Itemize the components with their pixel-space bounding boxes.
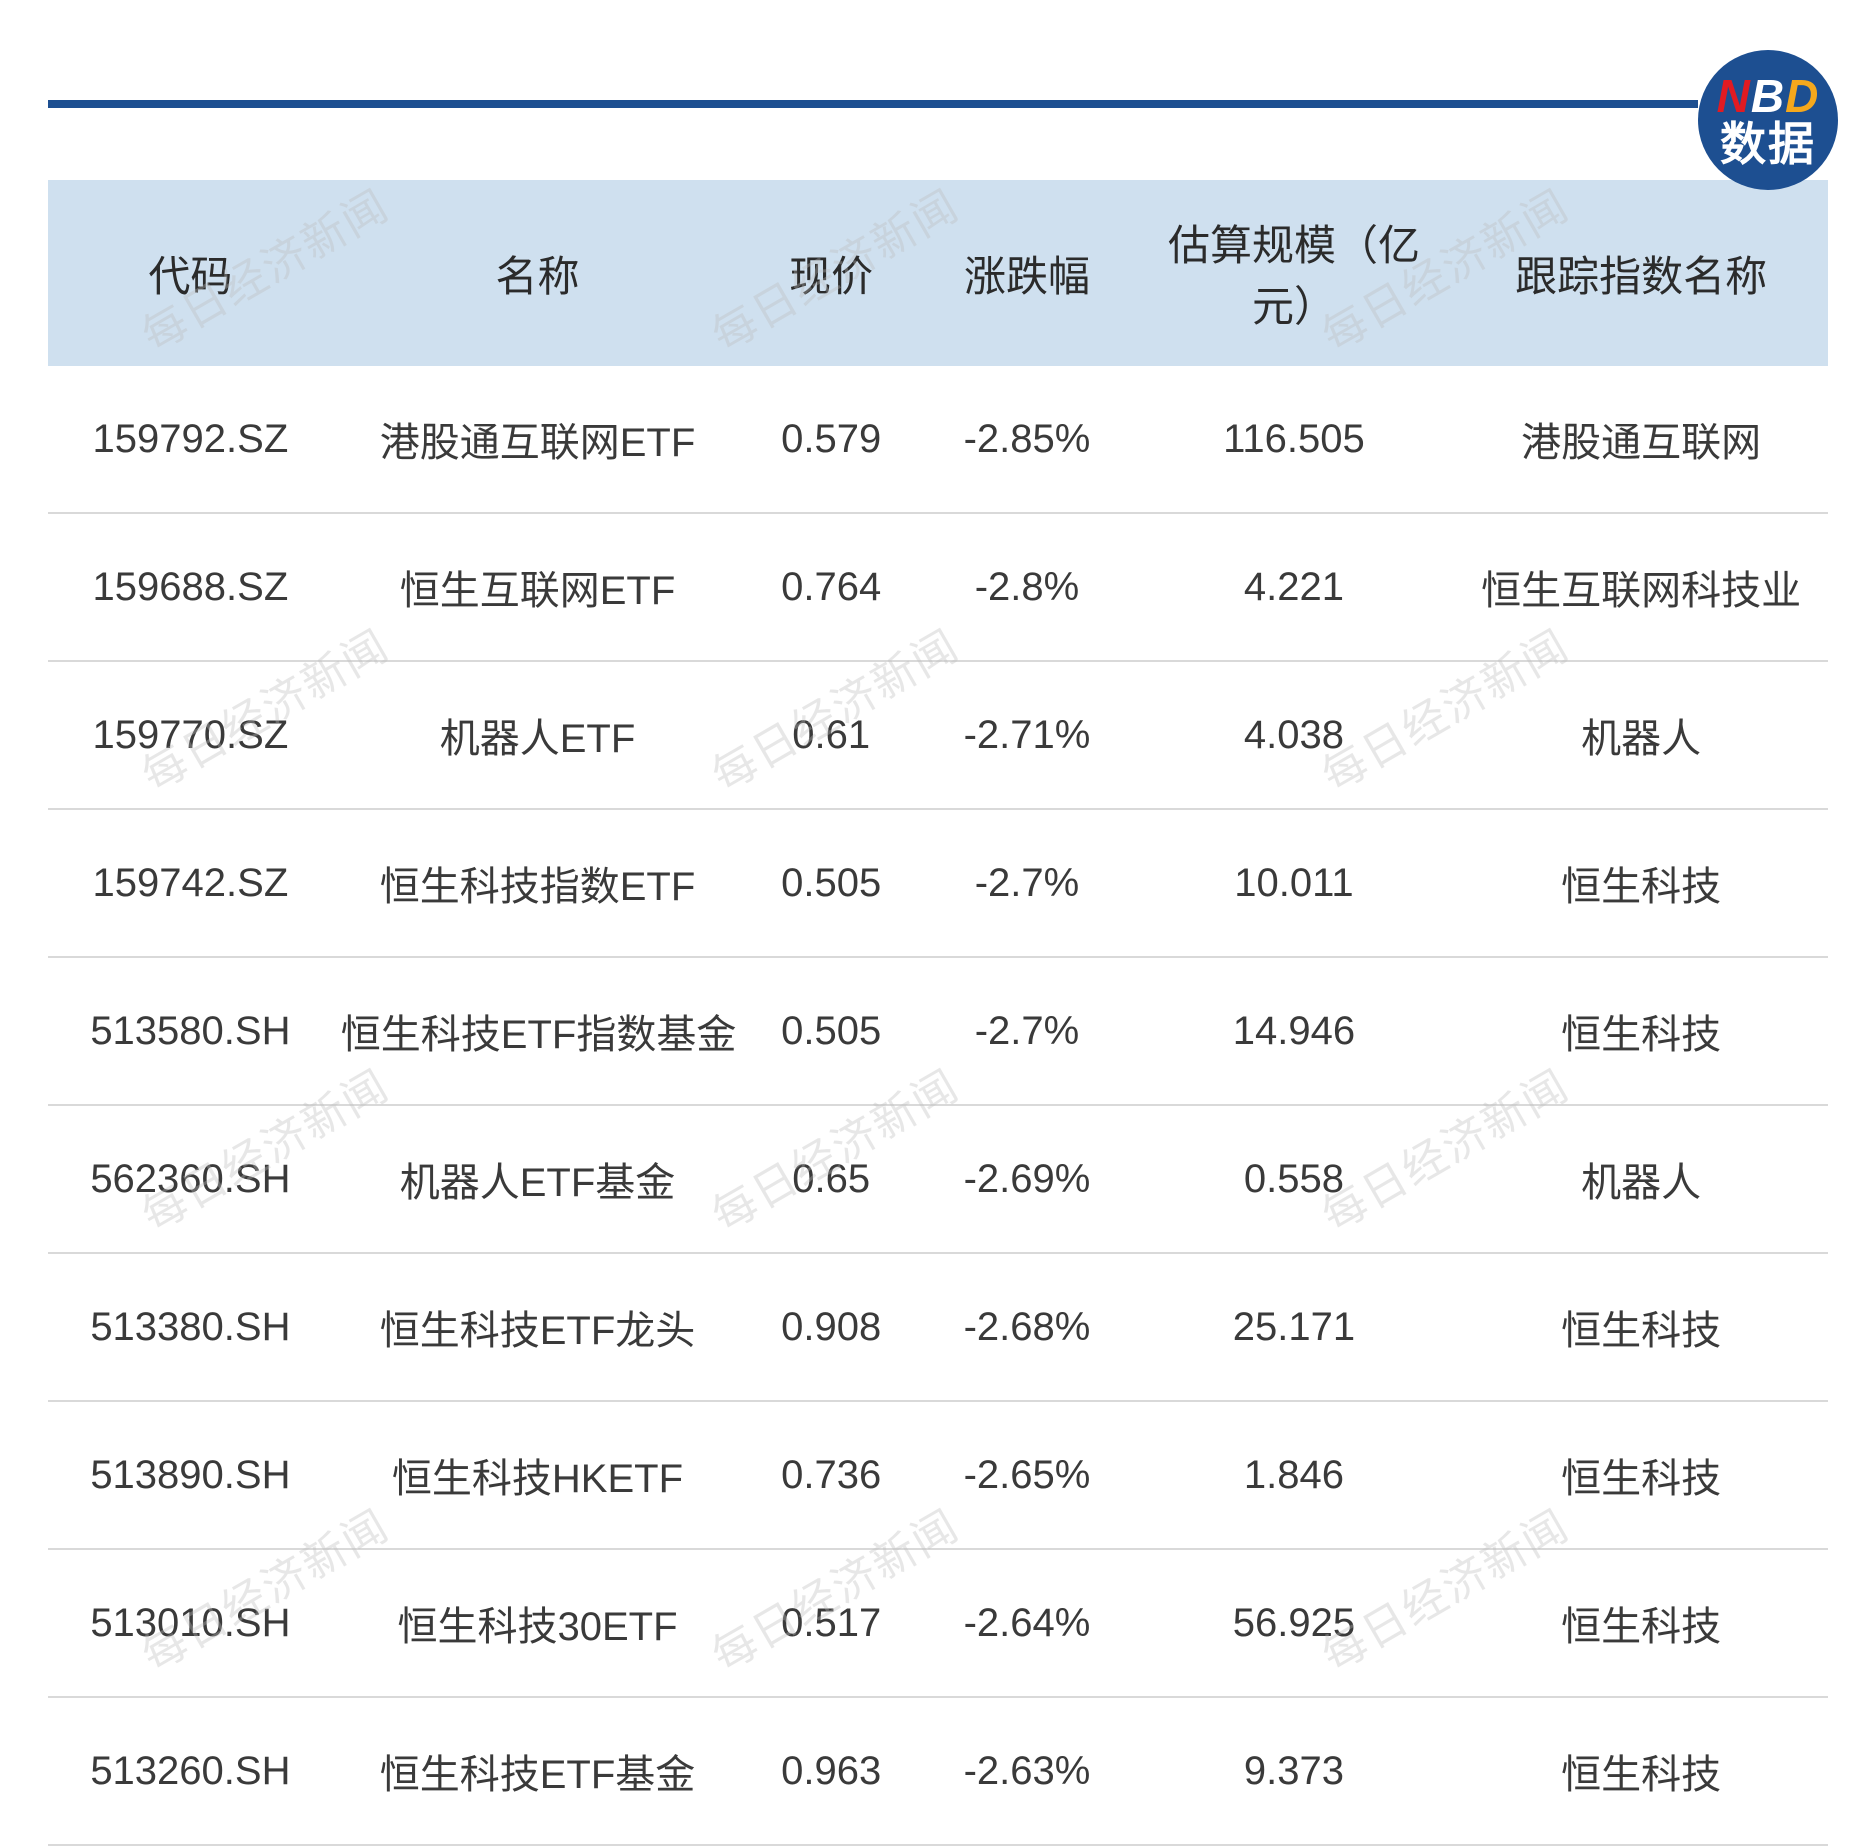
cell-price: 0.65 [742,1105,920,1253]
cell-code: 513580.SH [48,957,333,1105]
cell-chg: -2.63% [920,1697,1134,1845]
table-row: 513890.SH恒生科技HKETF0.736-2.65%1.846恒生科技 [48,1401,1828,1549]
cell-code: 513380.SH [48,1253,333,1401]
cell-name: 机器人ETF基金 [333,1105,742,1253]
cell-price: 0.579 [742,366,920,513]
col-header-price: 现价 [742,180,920,366]
cell-price: 0.736 [742,1401,920,1549]
cell-name: 恒生科技ETF龙头 [333,1253,742,1401]
cell-aum: 9.373 [1134,1697,1454,1845]
col-header-aum: 估算规模（亿元） [1134,180,1454,366]
nbd-badge-line1: NBD [1717,72,1820,120]
table-row: 159742.SZ恒生科技指数ETF0.505-2.7%10.011恒生科技 [48,809,1828,957]
cell-aum: 116.505 [1134,366,1454,513]
nbd-badge-line2: 数据 [1720,120,1816,168]
cell-price: 0.505 [742,809,920,957]
table-row: 159688.SZ恒生互联网ETF0.764-2.8%4.221恒生互联网科技业 [48,513,1828,661]
table-row: 159770.SZ机器人ETF0.61-2.71%4.038机器人 [48,661,1828,809]
cell-index: 恒生科技 [1454,1549,1828,1697]
table-row: 513260.SH恒生科技ETF基金0.963-2.63%9.373恒生科技 [48,1697,1828,1845]
nbd-letter-b: B [1751,70,1785,122]
nbd-letter-d: D [1785,70,1819,122]
cell-name: 恒生互联网ETF [333,513,742,661]
cell-chg: -2.68% [920,1253,1134,1401]
table-row: 513580.SH恒生科技ETF指数基金0.505-2.7%14.946恒生科技 [48,957,1828,1105]
cell-index: 恒生互联网科技业 [1454,513,1828,661]
cell-code: 513890.SH [48,1401,333,1549]
page-container: NBD 数据 代码 名称 现价 涨跌幅 估算规模（亿元） 跟踪指数名称 1597… [0,0,1876,1710]
cell-index: 恒生科技 [1454,1253,1828,1401]
table-row: 159792.SZ港股通互联网ETF0.579-2.85%116.505港股通互… [48,366,1828,513]
cell-aum: 4.038 [1134,661,1454,809]
cell-aum: 56.925 [1134,1549,1454,1697]
cell-index: 机器人 [1454,1105,1828,1253]
cell-aum: 4.221 [1134,513,1454,661]
nbd-badge: NBD 数据 [1698,50,1838,190]
cell-index: 恒生科技 [1454,1401,1828,1549]
cell-name: 恒生科技30ETF [333,1549,742,1697]
cell-code: 159792.SZ [48,366,333,513]
cell-code: 159688.SZ [48,513,333,661]
cell-aum: 14.946 [1134,957,1454,1105]
cell-name: 恒生科技指数ETF [333,809,742,957]
cell-name: 恒生科技ETF基金 [333,1697,742,1845]
cell-price: 0.505 [742,957,920,1105]
nbd-letter-n: N [1717,70,1751,122]
table-header: 代码 名称 现价 涨跌幅 估算规模（亿元） 跟踪指数名称 [48,180,1828,366]
cell-chg: -2.7% [920,957,1134,1105]
table-row: 562360.SH机器人ETF基金0.65-2.69%0.558机器人 [48,1105,1828,1253]
cell-aum: 10.011 [1134,809,1454,957]
cell-name: 恒生科技HKETF [333,1401,742,1549]
cell-aum: 25.171 [1134,1253,1454,1401]
cell-code: 562360.SH [48,1105,333,1253]
cell-index: 恒生科技 [1454,1697,1828,1845]
cell-price: 0.61 [742,661,920,809]
cell-chg: -2.8% [920,513,1134,661]
cell-index: 恒生科技 [1454,809,1828,957]
col-header-index: 跟踪指数名称 [1454,180,1828,366]
cell-price: 0.764 [742,513,920,661]
cell-code: 513260.SH [48,1697,333,1845]
table-row: 513010.SH恒生科技30ETF0.517-2.64%56.925恒生科技 [48,1549,1828,1697]
cell-chg: -2.69% [920,1105,1134,1253]
cell-index: 机器人 [1454,661,1828,809]
col-header-chg: 涨跌幅 [920,180,1134,366]
cell-chg: -2.85% [920,366,1134,513]
cell-price: 0.963 [742,1697,920,1845]
cell-chg: -2.64% [920,1549,1134,1697]
cell-aum: 0.558 [1134,1105,1454,1253]
cell-code: 513010.SH [48,1549,333,1697]
cell-name: 港股通互联网ETF [333,366,742,513]
col-header-code: 代码 [48,180,333,366]
cell-chg: -2.7% [920,809,1134,957]
header-rule-line [48,100,1698,108]
cell-price: 0.908 [742,1253,920,1401]
cell-index: 恒生科技 [1454,957,1828,1105]
cell-index: 港股通互联网 [1454,366,1828,513]
cell-aum: 1.846 [1134,1401,1454,1549]
cell-name: 恒生科技ETF指数基金 [333,957,742,1105]
header-rule-area: NBD 数据 [48,60,1828,120]
cell-name: 机器人ETF [333,661,742,809]
cell-chg: -2.71% [920,661,1134,809]
etf-table: 代码 名称 现价 涨跌幅 估算规模（亿元） 跟踪指数名称 159792.SZ港股… [48,180,1828,1846]
table-header-row: 代码 名称 现价 涨跌幅 估算规模（亿元） 跟踪指数名称 [48,180,1828,366]
col-header-name: 名称 [333,180,742,366]
table-body: 159792.SZ港股通互联网ETF0.579-2.85%116.505港股通互… [48,366,1828,1845]
cell-code: 159770.SZ [48,661,333,809]
cell-price: 0.517 [742,1549,920,1697]
table-row: 513380.SH恒生科技ETF龙头0.908-2.68%25.171恒生科技 [48,1253,1828,1401]
cell-chg: -2.65% [920,1401,1134,1549]
cell-code: 159742.SZ [48,809,333,957]
